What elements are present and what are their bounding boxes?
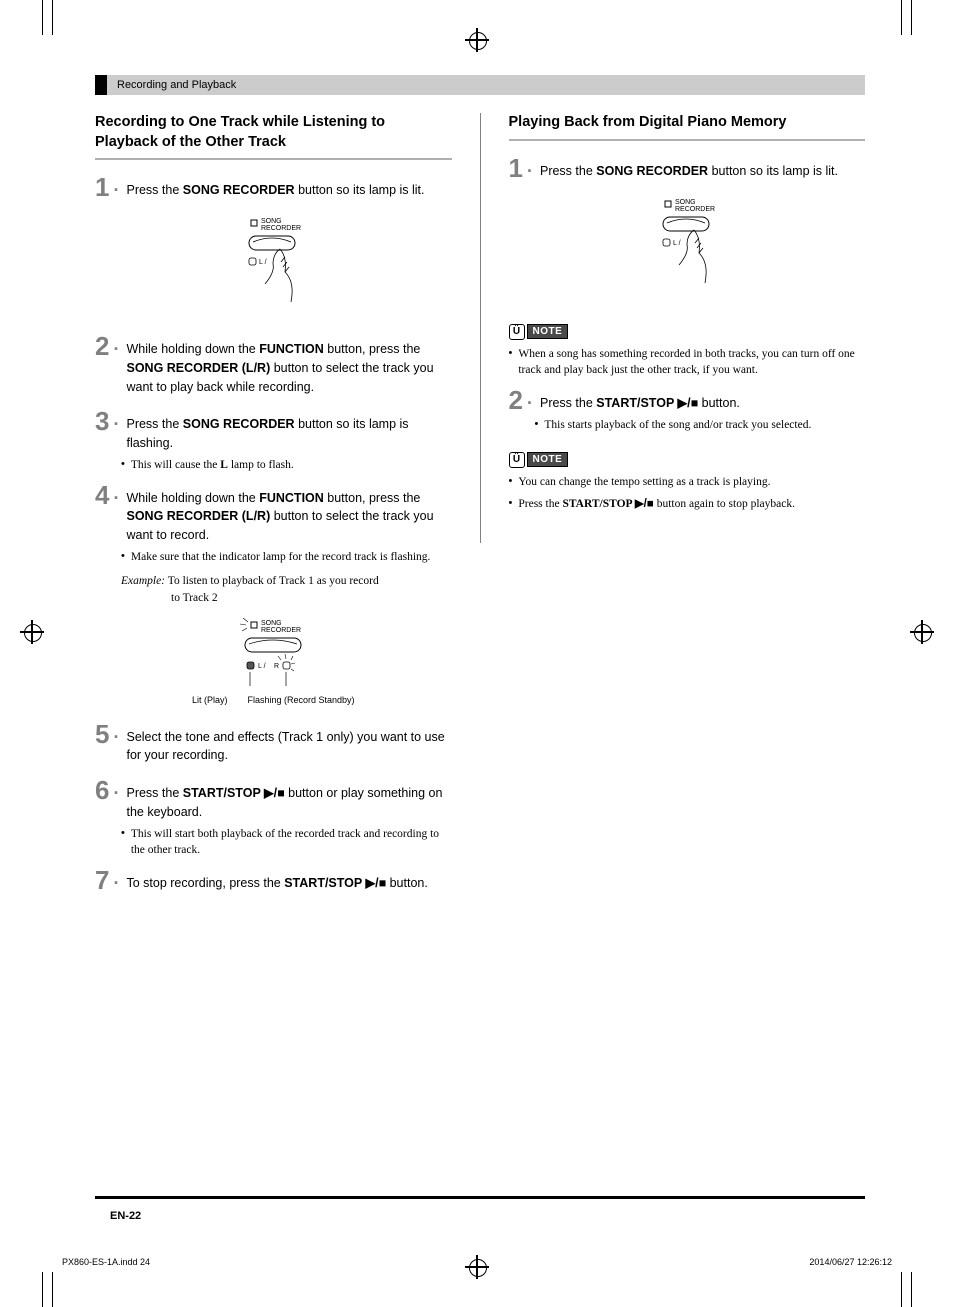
sub-bullet: • Make sure that the indicator lamp for … bbox=[121, 549, 452, 566]
svg-text:RECORDER: RECORDER bbox=[261, 225, 301, 232]
illustration-song-recorder: SONG RECORDER L / bbox=[509, 193, 866, 298]
footer-left: PX860-ES-1A.indd 24 bbox=[62, 1257, 150, 1267]
illustration-tracks: SONG RECORDER L / R bbox=[95, 614, 452, 705]
step-3: 3. Press the SONG RECORDER button so its… bbox=[95, 408, 452, 453]
step-number: 7 bbox=[95, 867, 109, 893]
sub-bullet: • This starts playback of the song and/o… bbox=[535, 417, 866, 434]
step-text: Select the tone and effects (Track 1 onl… bbox=[126, 721, 451, 766]
step-number: 3 bbox=[95, 408, 109, 434]
step-2: 2. Press the START/STOP ▶/■ button. bbox=[509, 387, 866, 413]
register-mark bbox=[910, 620, 934, 644]
right-column: Playing Back from Digital Piano Memory 1… bbox=[509, 113, 866, 905]
note-icon: Ü bbox=[509, 324, 525, 340]
svg-text:SONG: SONG bbox=[675, 199, 696, 206]
svg-text:L /: L / bbox=[259, 259, 267, 266]
step-number: 1 bbox=[95, 174, 109, 200]
note-bullet: • Press the START/STOP ▶/■ button again … bbox=[509, 496, 866, 513]
step-1: 1. Press the SONG RECORDER button so its… bbox=[509, 155, 866, 181]
svg-text:RECORDER: RECORDER bbox=[261, 627, 301, 634]
header-accent bbox=[95, 75, 107, 95]
page-content: Recording and Playback Recording to One … bbox=[95, 75, 865, 905]
note-label: Ü NOTE bbox=[509, 324, 569, 340]
svg-text:R: R bbox=[274, 663, 279, 670]
svg-text:L /: L / bbox=[258, 663, 266, 670]
column-divider bbox=[480, 113, 481, 543]
sub-bullet: • This will start both playback of the r… bbox=[121, 826, 452, 859]
step-number: 4 bbox=[95, 482, 109, 508]
register-mark bbox=[20, 620, 44, 644]
breadcrumb: Recording and Playback bbox=[107, 75, 865, 95]
step-number: 2 bbox=[509, 387, 523, 413]
step-text: While holding down the FUNCTION button, … bbox=[126, 482, 451, 545]
left-column: Recording to One Track while Listening t… bbox=[95, 113, 452, 905]
right-section-title: Playing Back from Digital Piano Memory bbox=[509, 113, 866, 141]
sub-bullet: • This will cause the L lamp to flash. bbox=[121, 457, 452, 474]
register-mark bbox=[465, 1255, 489, 1279]
step-text: While holding down the FUNCTION button, … bbox=[126, 333, 451, 396]
step-1: 1. Press the SONG RECORDER button so its… bbox=[95, 174, 452, 200]
step-6: 6. Press the START/STOP ▶/■ button or pl… bbox=[95, 777, 452, 822]
step-7: 7. To stop recording, press the START/ST… bbox=[95, 867, 452, 893]
svg-text:L /: L / bbox=[673, 240, 681, 247]
svg-text:SONG: SONG bbox=[261, 218, 282, 225]
step-text: Press the START/STOP ▶/■ button or play … bbox=[126, 777, 451, 822]
crop-mark bbox=[52, 1272, 53, 1307]
step-number: 6 bbox=[95, 777, 109, 803]
left-section-title: Recording to One Track while Listening t… bbox=[95, 113, 452, 160]
step-number: 1 bbox=[509, 155, 523, 181]
crop-mark bbox=[52, 0, 53, 35]
step-text: Press the SONG RECORDER button so its la… bbox=[126, 408, 451, 453]
step-number: 2 bbox=[95, 333, 109, 359]
step-text: To stop recording, press the START/STOP … bbox=[126, 867, 451, 893]
page-number: EN-22 bbox=[110, 1210, 141, 1222]
footer-divider bbox=[95, 1196, 865, 1199]
register-mark bbox=[465, 28, 489, 52]
crop-mark bbox=[911, 1272, 912, 1307]
note-label: Ü NOTE bbox=[509, 452, 569, 468]
step-2: 2. While holding down the FUNCTION butto… bbox=[95, 333, 452, 396]
illustration-song-recorder: SONG RECORDER L / bbox=[95, 212, 452, 317]
svg-text:RECORDER: RECORDER bbox=[675, 206, 715, 213]
crop-mark bbox=[42, 0, 43, 35]
step-4: 4. While holding down the FUNCTION butto… bbox=[95, 482, 452, 545]
crop-mark bbox=[911, 0, 912, 35]
step-text: Press the SONG RECORDER button so its la… bbox=[126, 174, 451, 200]
step-text: Press the SONG RECORDER button so its la… bbox=[540, 155, 865, 181]
note-icon: Ü bbox=[509, 452, 525, 468]
header-bar: Recording and Playback bbox=[95, 75, 865, 95]
step-text: Press the START/STOP ▶/■ button. bbox=[540, 387, 865, 413]
crop-mark bbox=[901, 0, 902, 35]
step-5: 5. Select the tone and effects (Track 1 … bbox=[95, 721, 452, 766]
crop-mark bbox=[901, 1272, 902, 1307]
step-number: 5 bbox=[95, 721, 109, 747]
crop-mark bbox=[42, 1272, 43, 1307]
note-bullet: • You can change the tempo setting as a … bbox=[509, 474, 866, 491]
example-text: Example: To listen to playback of Track … bbox=[121, 573, 452, 605]
note-bullet: • When a song has something recorded in … bbox=[509, 346, 866, 379]
footer-right: 2014/06/27 12:26:12 bbox=[809, 1257, 892, 1267]
svg-text:SONG: SONG bbox=[261, 620, 282, 627]
